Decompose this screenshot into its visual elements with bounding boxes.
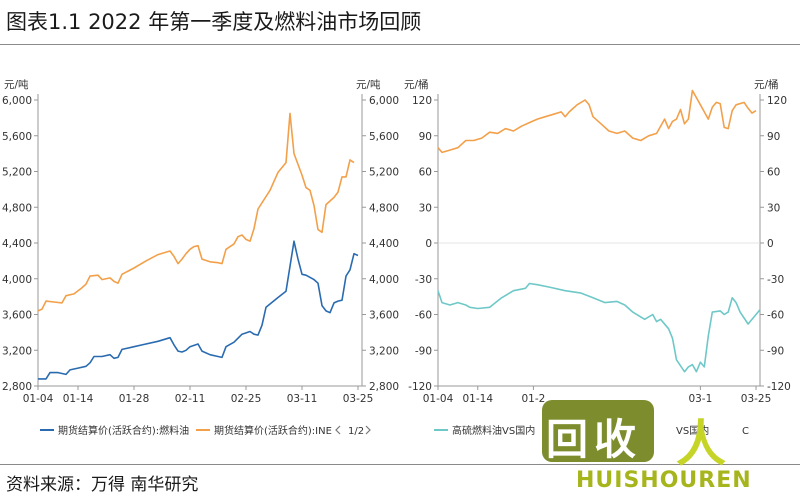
y-tick-label-left: -60 — [415, 310, 432, 322]
y-tick-label-right: 5,200 — [369, 167, 399, 179]
y-tick-label-right: 90 — [767, 131, 780, 143]
x-tick-label: 02-11 — [175, 393, 206, 405]
series-line-1 — [38, 240, 359, 380]
x-tick-label: 01-04 — [23, 393, 54, 405]
y-tick-label-right: 60 — [767, 167, 780, 179]
watermark-logo: 回收 人 HUISHOUREN — [528, 392, 800, 500]
y-tick-label-left: 4,400 — [2, 238, 32, 250]
watermark-chars: 回收 — [546, 415, 643, 464]
unit-label-left: 元/桶 — [404, 78, 429, 91]
x-tick-label: 01-14 — [63, 393, 94, 405]
unit-label-left: 元/吨 — [4, 78, 29, 91]
y-tick-label-left: 60 — [419, 167, 432, 179]
y-tick-label-right: 3,200 — [369, 345, 399, 357]
chart-fuel-oil-prices: 元/吨 元/吨 2,800 2,800 3,200 3,200 3,600 3,600 4,00… — [2, 78, 399, 437]
y-tick-label-left: 120 — [412, 95, 432, 107]
y-tick-label-left: 0 — [425, 238, 432, 250]
x-tick-label: 02-25 — [231, 393, 262, 405]
x-tick-label: 01-04 — [423, 393, 454, 405]
y-tick-label-left: 5,600 — [2, 131, 32, 143]
x-tick-label: 01-2 — [521, 393, 545, 405]
y-tick-label-left: 2,800 — [2, 381, 32, 393]
y-tick-label-right: 4,400 — [369, 238, 399, 250]
x-tick-label: 01-28 — [119, 393, 150, 405]
legend-label-1: 高硫燃料油VS国内 — [452, 424, 535, 437]
y-tick-label-right: -90 — [767, 345, 784, 357]
x-tick-label: 01-14 — [462, 393, 493, 405]
y-tick-label-left: 4,800 — [2, 202, 32, 214]
y-tick-label-left: 6,000 — [2, 95, 32, 107]
y-tick-label-right: -30 — [767, 274, 784, 286]
y-tick-label-right: 4,800 — [369, 202, 399, 214]
chart-spread: 元/桶 元/桶 -120 -120 -90 -90 -60 -60 -30 -30 0 0 30 30 60… — [404, 78, 791, 437]
x-tick-label: 03-25 — [741, 393, 772, 405]
legend-label-3: C — [742, 426, 749, 437]
watermark-box — [542, 400, 654, 462]
x-tick-label: 03-1 — [688, 393, 712, 405]
y-tick-label-right: 4,000 — [369, 274, 399, 286]
legend-prev-icon — [335, 425, 341, 435]
source-divider — [0, 464, 800, 465]
legend-label-2: VS国内 — [676, 424, 709, 437]
y-tick-label-right: 5,600 — [369, 131, 399, 143]
y-tick-label-left: 3,600 — [2, 310, 32, 322]
x-tick-label: 03-25 — [343, 393, 374, 405]
y-tick-label-right: -120 — [767, 381, 791, 393]
x-tick-label: 03-11 — [287, 393, 318, 405]
watermark-latin: HUISHOUREN — [576, 468, 752, 493]
y-tick-label-right: 3,600 — [369, 310, 399, 322]
source-note: 资料来源：万得 南华研究 — [6, 475, 199, 495]
y-tick-label-right: 6,000 — [369, 95, 399, 107]
y-tick-label-left: 5,200 — [2, 167, 32, 179]
watermark-ren: 人 — [676, 415, 726, 473]
y-tick-label-right: 120 — [767, 95, 787, 107]
y-tick-label-right: -60 — [767, 310, 784, 322]
y-tick-label-left: -30 — [415, 274, 432, 286]
y-tick-label-left: 90 — [419, 131, 432, 143]
page-title: 图表1.1 2022 年第一季度及燃料油市场回顾 — [6, 10, 422, 34]
y-tick-label-right: 30 — [767, 202, 780, 214]
y-tick-label-right: 0 — [767, 238, 774, 250]
series-line-2 — [437, 89, 757, 154]
y-tick-label-left: 3,200 — [2, 345, 32, 357]
y-tick-label-left: -90 — [415, 345, 432, 357]
legend-label-1: 期货结算价(活跃合约):燃料油 — [58, 424, 189, 437]
series-line-2 — [37, 112, 355, 312]
unit-label-right: 元/吨 — [356, 78, 381, 91]
legend-next-icon — [365, 425, 371, 435]
title-divider — [0, 44, 800, 45]
legend-page-indicator: 1/2 — [348, 426, 364, 437]
series-line-1 — [437, 282, 761, 373]
y-tick-label-left: 30 — [419, 202, 432, 214]
unit-label-right: 元/桶 — [754, 78, 779, 91]
y-tick-label-right: 2,800 — [369, 381, 399, 393]
legend-label-2: 期货结算价(活跃合约):INE — [214, 424, 332, 437]
y-tick-label-left: 4,000 — [2, 274, 32, 286]
y-tick-label-left: -120 — [408, 381, 432, 393]
